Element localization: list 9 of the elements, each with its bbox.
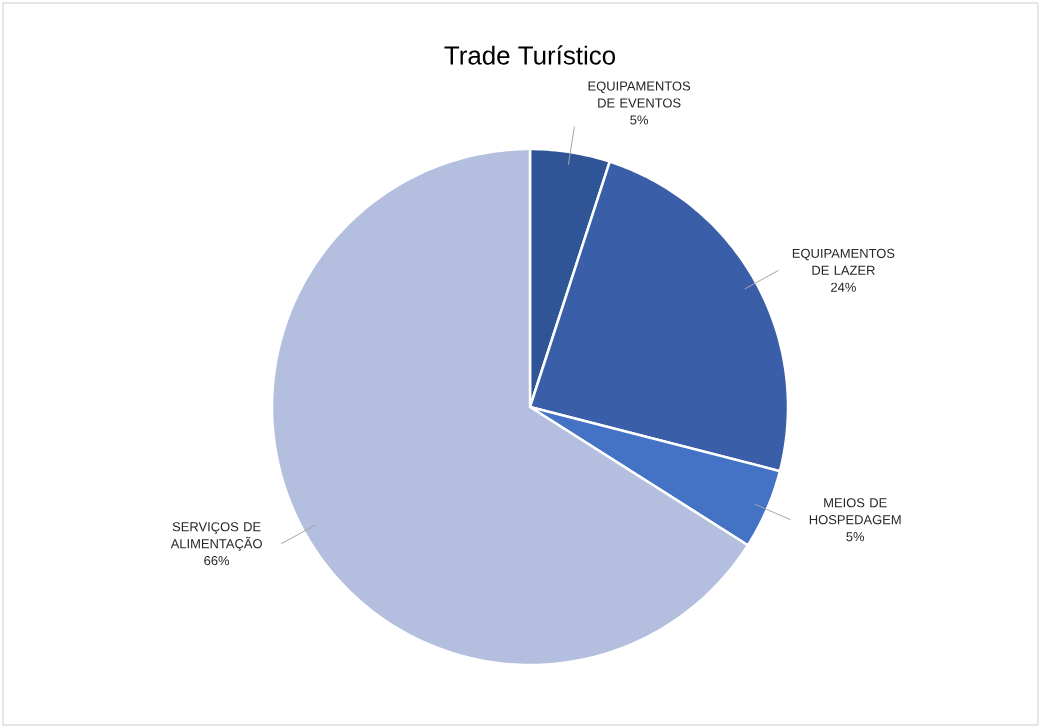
slice-label: EQUIPAMENTOS DE EVENTOS (588, 81, 691, 108)
slice-label: SERVIÇOS DE ALIMENTAÇÃO (170, 522, 262, 551)
data-label: 5% (630, 115, 649, 125)
data-label: 24% (831, 282, 856, 292)
slice-label: EQUIPAMENTOS DE LAZER (792, 248, 895, 275)
chart-title: Trade Turístico (444, 45, 616, 65)
data-label: 66% (204, 556, 230, 566)
data-label: 5% (846, 532, 865, 542)
slice-label: MEIOS DE HOSPEDAGEM (809, 498, 901, 525)
